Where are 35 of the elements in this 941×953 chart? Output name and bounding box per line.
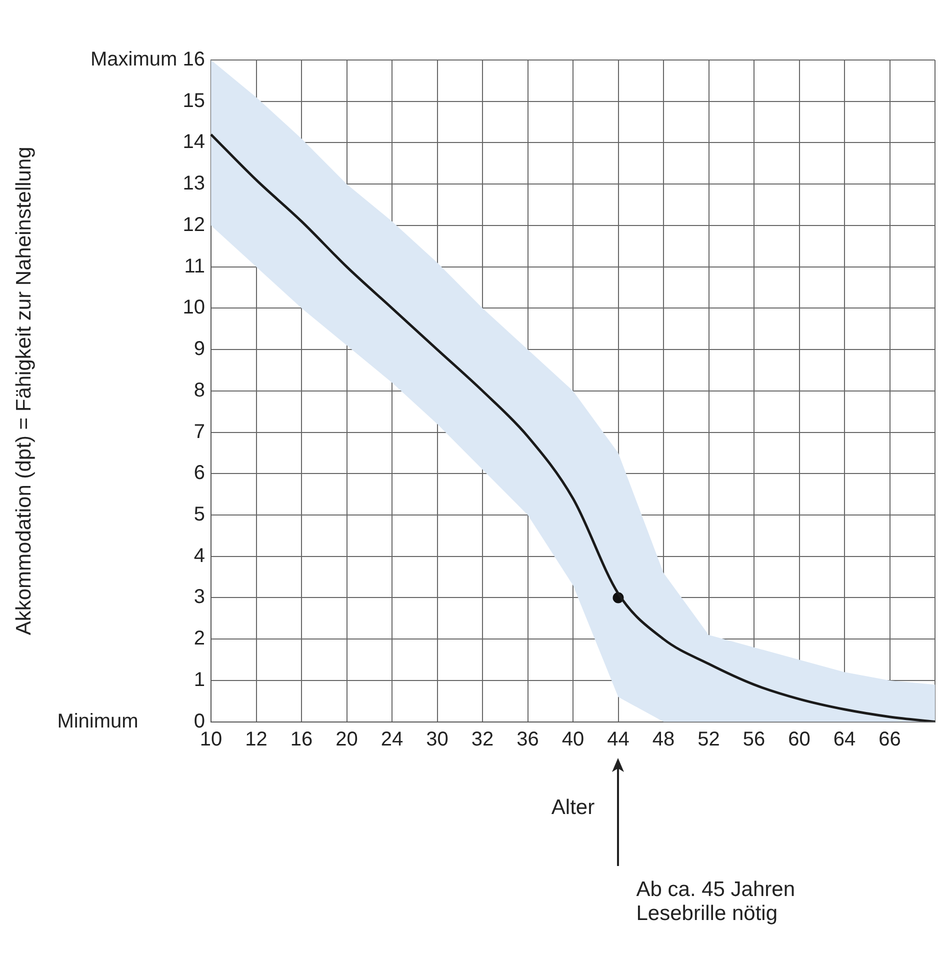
x-tick-label: 30 [426, 728, 448, 750]
x-tick-label: 32 [471, 728, 494, 750]
x-tick-label: 36 [516, 728, 539, 750]
y-tick-label: 7 [194, 420, 206, 443]
y-tick-label: Minimum 0 [57, 710, 206, 732]
y-tick-label: 13 [182, 172, 206, 195]
x-tick-label: 52 [698, 728, 720, 750]
x-tick-label: 56 [742, 728, 766, 750]
x-tick-label: 48 [652, 728, 675, 750]
y-tick-label: 4 [194, 544, 206, 567]
x-tick-label: 40 [562, 728, 584, 750]
x-tick-label: 44 [607, 728, 630, 750]
x-tick-label: 66 [878, 728, 901, 750]
y-tick-label: 9 [194, 338, 206, 360]
x-tick-label: 20 [336, 728, 358, 750]
y-tick-label: 11 [184, 255, 206, 278]
y-tick-label: 8 [194, 379, 206, 402]
x-tick-label: 64 [833, 728, 856, 750]
y-tick-label: 14 [182, 131, 206, 154]
text: Ab ca. 45 Jahren Lesebrille nötig [636, 878, 796, 926]
x-tick-label: 24 [380, 728, 404, 750]
x-tick-label: 60 [788, 728, 810, 750]
y-tick-label: 10 [182, 296, 206, 319]
y-tick-label: 1 [194, 668, 206, 691]
y-tick-label: 6 [194, 462, 206, 484]
x-tick-label: 12 [245, 728, 268, 750]
y-tick-label: 12 [182, 214, 206, 236]
y-tick-label: 3 [194, 586, 206, 608]
y-tick-label: 2 [194, 628, 206, 650]
y-tick-label: 15 [182, 90, 206, 112]
x-tick-label: 16 [290, 728, 313, 750]
x-axis-title: Alter [551, 796, 595, 820]
y-axis-title: Akkommodation (dpt) = Fähigkeit zur Naheinstellung [12, 146, 36, 636]
y-tick-label: 5 [194, 504, 206, 526]
y-tick-label: Maximum 16 [90, 48, 206, 71]
